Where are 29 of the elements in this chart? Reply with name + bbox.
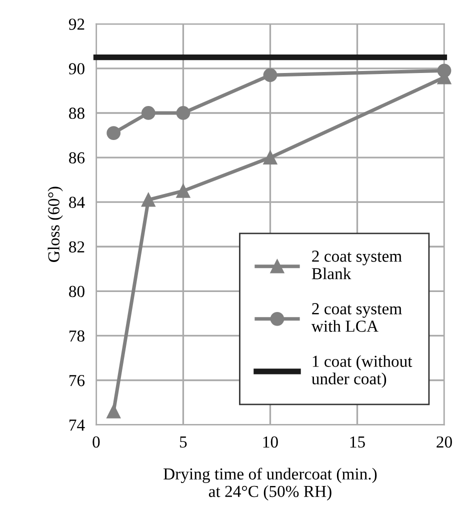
y-tick-label: 80 [69, 286, 84, 298]
point [141, 192, 156, 207]
legend-label: 2 coat system with LCA [311, 303, 402, 332]
y-axis-title: Gloss (60°) [48, 186, 63, 262]
point [263, 150, 278, 164]
y-tick-label: 90 [68, 63, 84, 74]
point [176, 184, 190, 198]
y-tick-label: 88 [69, 108, 84, 119]
point [263, 68, 278, 82]
x-axis-title: Drying time of undercoat (min.) at 24°C (50% RH) [164, 468, 377, 500]
y-tick-label: 92 [68, 18, 84, 30]
y-tick-label: 76 [70, 375, 85, 386]
x-tick-label: 0 [92, 436, 100, 448]
legend-label: 2 coat system Blank [312, 250, 402, 280]
y-tick-label: 78 [70, 330, 84, 342]
point [176, 106, 190, 120]
y-tick-label: 84 [69, 196, 85, 208]
point [106, 126, 121, 140]
y-tick-label: 74 [70, 420, 85, 431]
legend-label: 1 coat (without under coat) [312, 355, 412, 388]
x-tick-label: 15 [350, 436, 365, 448]
x-tick-label: 10 [263, 436, 278, 448]
y-tick-label: 82 [69, 241, 84, 253]
point [106, 404, 121, 418]
point [437, 64, 452, 78]
point [141, 106, 156, 120]
x-tick-label: 5 [180, 436, 187, 448]
y-tick-label: 86 [69, 152, 85, 164]
x-tick-label: 20 [436, 436, 452, 448]
